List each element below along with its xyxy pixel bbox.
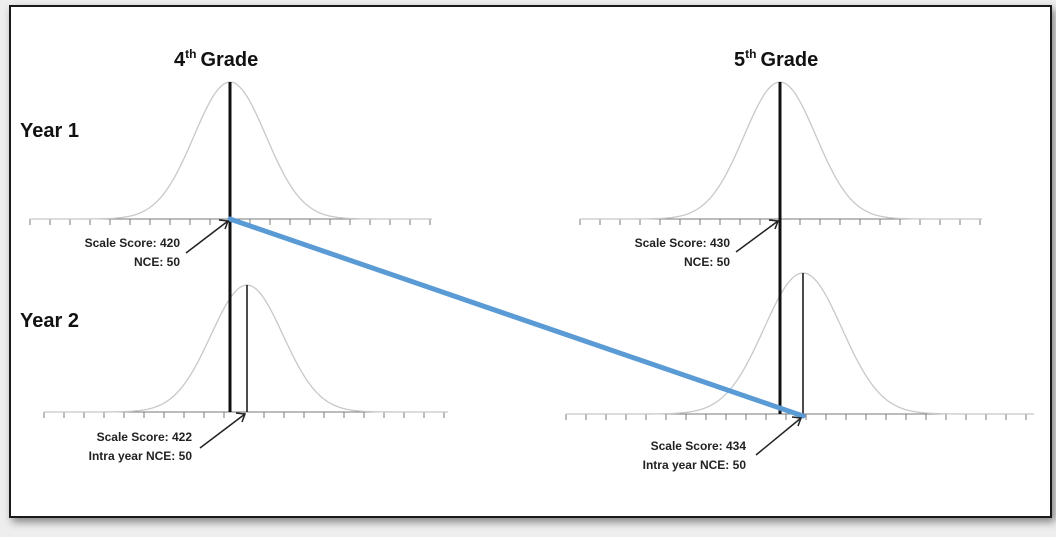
arrowhead-g4y1 — [218, 219, 230, 230]
note-g5y2-nce: Intra year NCE: 50 — [643, 458, 747, 472]
row-label-year-1: Year 1 — [20, 120, 79, 142]
grade-4-title: 4th Grade — [174, 47, 258, 71]
arrow-g4y2 — [199, 413, 246, 449]
annotation-arrows — [185, 219, 803, 456]
diagram-panel — [9, 5, 1052, 518]
note-g4y2-score: Scale Score: 422 — [97, 430, 193, 444]
arrow-g5y2 — [755, 417, 802, 456]
arrow-g4y1 — [185, 220, 229, 254]
distribution-curve-g4y2 — [44, 284, 448, 413]
axes-group — [29, 218, 1034, 420]
growth-line — [227, 216, 806, 419]
note-g5y1-score: Scale Score: 430 — [635, 236, 731, 250]
note-g5y1-nce: NCE: 50 — [684, 255, 730, 269]
arrowhead-g5y1 — [768, 219, 780, 230]
note-g5y2-score: Scale Score: 434 — [651, 439, 747, 453]
arrow-g5y1 — [735, 220, 779, 253]
arrowhead-g4y2 — [235, 412, 247, 423]
note-g4y1-nce: NCE: 50 — [134, 255, 180, 269]
grade-5-title: 5th Grade — [734, 47, 818, 71]
distribution-curve-g5y2 — [566, 272, 1034, 415]
row-label-year-2: Year 2 — [20, 310, 79, 332]
arrowhead-g5y2 — [791, 416, 803, 427]
note-g4y2-nce: Intra year NCE: 50 — [89, 449, 193, 463]
curves-group — [30, 81, 1034, 415]
note-g4y1-score: Scale Score: 420 — [85, 236, 181, 250]
